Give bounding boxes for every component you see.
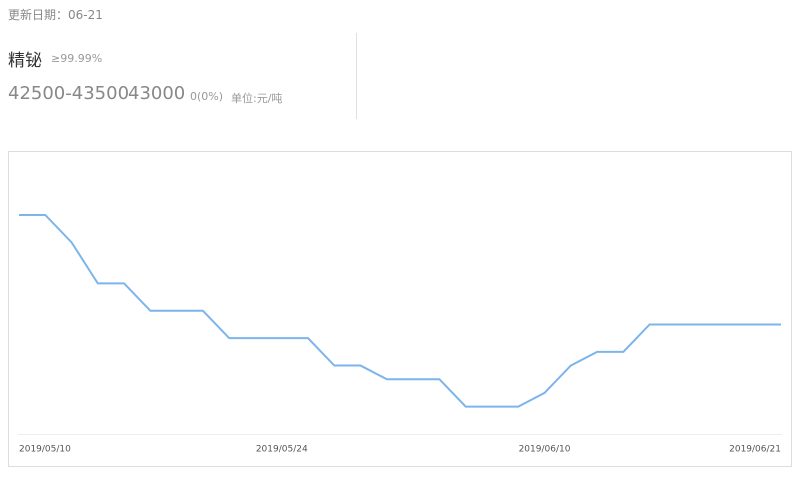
divider — [356, 33, 357, 119]
update-date: 更新日期：06-21 — [8, 8, 103, 22]
x-tick-label: 2019/06/21 — [729, 445, 781, 455]
chart-frame — [8, 151, 792, 467]
price-line — [19, 213, 781, 408]
x-tick-label: 2019/06/10 — [519, 445, 571, 455]
price-change: 0(0%) — [190, 90, 224, 103]
product-name: 精铋 — [8, 51, 42, 71]
unit: 单位:元/吨 — [231, 92, 283, 105]
x-tick-label: 2019/05/10 — [19, 445, 71, 455]
price-range: 42500-43500 — [8, 83, 130, 104]
x-tick-label: 2019/05/24 — [256, 445, 308, 455]
purity: ≥99.99% — [51, 52, 103, 65]
price: 43000 — [128, 83, 186, 104]
